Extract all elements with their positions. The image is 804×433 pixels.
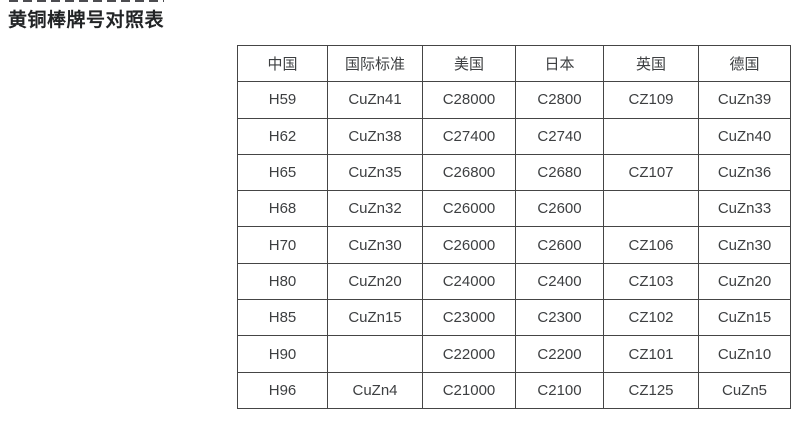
table-cell: C27400 <box>422 117 516 155</box>
table-row: H68 CuZn32 C26000 C2600 CuZn33 <box>237 190 791 228</box>
table-cell: CuZn15 <box>327 299 423 337</box>
clipped-text-fragment <box>9 0 164 2</box>
table-cell: C2600 <box>515 190 604 228</box>
table-cell <box>327 335 423 373</box>
table-cell: CuZn35 <box>327 153 423 192</box>
table-cell: CuZn4 <box>327 371 423 409</box>
table-row: H65 CuZn35 C26800 C2680 CZ107 CuZn36 <box>237 153 791 192</box>
table-cell: C26800 <box>422 153 516 192</box>
table-cell: C26000 <box>422 190 516 228</box>
column-header: 国际标准 <box>327 44 423 83</box>
column-header: 美国 <box>422 44 516 83</box>
table-row: H90 C22000 C2200 CZ101 CuZn10 <box>237 335 791 373</box>
brass-grade-comparison-table: 中国 国际标准 美国 日本 英国 德国 H59 CuZn41 C28000 C2800 CZ109… <box>237 44 791 409</box>
table-cell: C2400 <box>515 262 604 301</box>
table-cell: C2300 <box>515 299 604 337</box>
table-cell: C21000 <box>422 371 516 409</box>
table-cell: H85 <box>237 299 328 337</box>
page-title: 黄铜棒牌号对照表 <box>8 10 165 31</box>
table-cell: CuZn39 <box>698 81 791 119</box>
table-cell: C2600 <box>515 226 604 264</box>
table-cell: H96 <box>237 371 328 409</box>
table-cell: CuZn30 <box>327 226 423 264</box>
table-cell: H62 <box>237 117 328 155</box>
table-cell: C24000 <box>422 262 516 301</box>
table-cell: C22000 <box>422 335 516 373</box>
table-cell: H68 <box>237 190 328 228</box>
table-cell: CZ107 <box>603 153 699 192</box>
table-cell: H65 <box>237 153 328 192</box>
table-cell: CuZn5 <box>698 371 791 409</box>
table-cell: CuZn41 <box>327 81 423 119</box>
table-cell: C28000 <box>422 81 516 119</box>
table-cell: H59 <box>237 81 328 119</box>
table-cell: CZ102 <box>603 299 699 337</box>
table-cell: C2200 <box>515 335 604 373</box>
table-row: H59 CuZn41 C28000 C2800 CZ109 CuZn39 <box>237 81 791 119</box>
table-cell: CuZn40 <box>698 117 791 155</box>
table-body: H59 CuZn41 C28000 C2800 CZ109 CuZn39 H62 CuZn38… <box>237 81 791 409</box>
table-cell: CuZn36 <box>698 153 791 192</box>
column-header: 英国 <box>603 44 699 83</box>
table-cell: CuZn10 <box>698 335 791 373</box>
table-row: H80 CuZn20 C24000 C2400 CZ103 CuZn20 <box>237 262 791 301</box>
table-cell: CZ125 <box>603 371 699 409</box>
table-cell: CuZn32 <box>327 190 423 228</box>
table-cell: C2100 <box>515 371 604 409</box>
column-header: 德国 <box>698 44 791 83</box>
table-row: H62 CuZn38 C27400 C2740 CuZn40 <box>237 117 791 155</box>
table-cell <box>603 190 699 228</box>
table-row: H85 CuZn15 C23000 C2300 CZ102 CuZn15 <box>237 299 791 337</box>
table-header-row: 中国 国际标准 美国 日本 英国 德国 <box>237 44 791 83</box>
table-cell: CuZn38 <box>327 117 423 155</box>
table-cell: CZ109 <box>603 81 699 119</box>
table-cell: H70 <box>237 226 328 264</box>
table-cell: CuZn20 <box>698 262 791 301</box>
table-cell: CZ106 <box>603 226 699 264</box>
table-row: H96 CuZn4 C21000 C2100 CZ125 CuZn5 <box>237 371 791 409</box>
table-cell: C2680 <box>515 153 604 192</box>
table-cell: CuZn30 <box>698 226 791 264</box>
table-cell: CuZn20 <box>327 262 423 301</box>
table-cell: CZ103 <box>603 262 699 301</box>
table-cell <box>603 117 699 155</box>
column-header: 中国 <box>237 44 328 83</box>
table-row: H70 CuZn30 C26000 C2600 CZ106 CuZn30 <box>237 226 791 264</box>
column-header: 日本 <box>515 44 604 83</box>
table-cell: C23000 <box>422 299 516 337</box>
table-cell: H90 <box>237 335 328 373</box>
table-cell: H80 <box>237 262 328 301</box>
table-cell: CuZn33 <box>698 190 791 228</box>
table-cell: CuZn15 <box>698 299 791 337</box>
table-cell: C26000 <box>422 226 516 264</box>
table-cell: C2740 <box>515 117 604 155</box>
table-cell: CZ101 <box>603 335 699 373</box>
table-cell: C2800 <box>515 81 604 119</box>
